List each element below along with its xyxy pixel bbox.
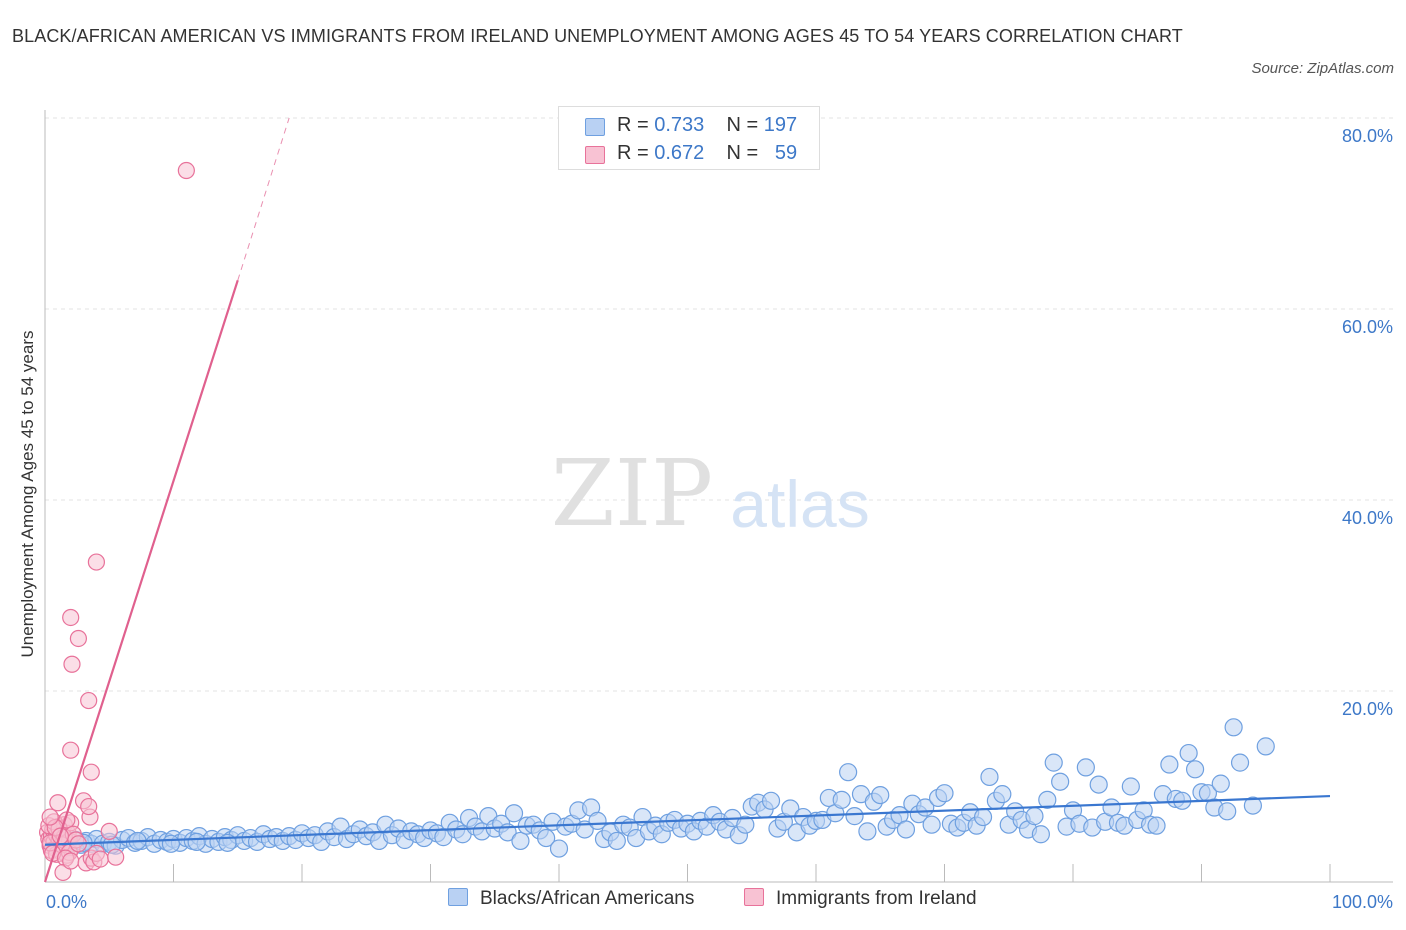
watermark-atlas: atlas	[730, 467, 869, 541]
data-point-blacks	[1224, 718, 1243, 737]
legend-swatch-pink	[585, 146, 605, 164]
data-point-blacks	[1076, 758, 1095, 777]
legend-n-value: 197	[763, 114, 798, 136]
data-point-ireland	[100, 822, 118, 840]
data-point-ireland	[62, 608, 80, 627]
tick-labels: 20.0% 40.0% 60.0% 80.0% 0.0% 100.0%	[46, 126, 1393, 912]
source-label: Source: ZipAtlas.com	[1251, 60, 1394, 77]
data-point-blacks	[922, 815, 941, 834]
data-point-ireland	[80, 797, 98, 816]
data-point-blacks	[1025, 807, 1044, 826]
data-point-blacks	[1147, 816, 1166, 835]
watermark-zip: ZIP	[551, 440, 713, 547]
data-point-blacks	[1102, 798, 1121, 817]
data-point-blacks	[1243, 796, 1263, 815]
trend-line-ireland-extension	[237, 117, 290, 281]
data-point-blacks	[1185, 760, 1205, 779]
data-point-blacks	[161, 834, 181, 853]
data-point-blacks	[1044, 753, 1063, 772]
y-axis-label: Unemployment Among Ages 45 to 54 years	[18, 331, 37, 658]
x-tick-label: 0.0%	[46, 892, 87, 912]
data-point-blacks	[1218, 802, 1237, 821]
data-point-blacks	[832, 790, 851, 809]
data-point-ireland	[91, 850, 109, 868]
data-point-blacks	[980, 767, 999, 787]
bottom-legend-swatch-pink	[744, 888, 764, 906]
data-point-ireland	[49, 794, 67, 812]
data-point-blacks	[1179, 743, 1198, 763]
data-point-blacks	[1256, 737, 1275, 756]
bottom-legend-swatch-blue	[448, 888, 468, 906]
legend-n-value: 59	[774, 142, 798, 164]
bottom-legend-label: Blacks/African Americans	[480, 888, 695, 909]
correlation-legend: R = 0.733 N = 197 R = 0.672 N = 59	[558, 106, 820, 170]
data-point-blacks	[1121, 777, 1140, 796]
data-point-blacks	[858, 822, 877, 841]
chart-title: BLACK/AFRICAN AMERICAN VS IMMIGRANTS FRO…	[12, 26, 1183, 46]
data-point-blacks	[549, 839, 569, 858]
bottom-legend-ireland: Immigrants from Ireland	[744, 888, 977, 910]
data-point-ireland	[82, 763, 100, 781]
data-point-blacks	[761, 791, 781, 810]
data-point-blacks	[935, 784, 954, 803]
legend-r-label: R =	[617, 142, 649, 164]
data-point-blacks	[1031, 825, 1050, 844]
trend-lines	[43, 117, 1331, 883]
y-tick-label: 20.0%	[1342, 699, 1393, 719]
y-tick-label: 40.0%	[1342, 508, 1393, 528]
data-point-blacks	[871, 785, 890, 805]
data-point-blacks	[588, 811, 607, 830]
data-point-blacks	[973, 807, 993, 827]
data-point-blacks	[537, 828, 556, 848]
watermark: ZIP atlas	[551, 440, 870, 547]
series-ireland-points	[38, 161, 195, 882]
data-point-ireland	[87, 553, 106, 571]
y-tick-label: 80.0%	[1342, 126, 1393, 146]
data-point-ireland	[177, 161, 195, 180]
legend-swatch-blue	[585, 118, 605, 136]
data-point-blacks	[993, 785, 1012, 804]
data-point-blacks	[1089, 775, 1108, 794]
bottom-legend-blacks: Blacks/African Americans	[448, 888, 694, 910]
data-point-blacks	[1038, 790, 1057, 809]
data-point-ireland	[41, 808, 59, 826]
data-point-blacks	[736, 815, 755, 834]
series-blacks-points	[42, 718, 1275, 858]
data-point-blacks	[839, 763, 858, 782]
data-point-ireland	[80, 691, 98, 710]
trend-line-ireland	[43, 280, 239, 883]
data-point-blacks	[1211, 774, 1230, 793]
data-point-ireland	[107, 848, 125, 866]
data-point-blacks	[1230, 753, 1250, 772]
data-point-blacks	[1051, 772, 1070, 791]
legend-n-label: N =	[726, 142, 759, 164]
data-point-ireland	[62, 852, 80, 870]
data-point-blacks	[845, 807, 864, 826]
data-point-blacks	[896, 820, 916, 839]
bottom-legend-label: Immigrants from Ireland	[776, 888, 977, 909]
grid-lines	[45, 117, 1394, 692]
legend-r-value: 0.672	[654, 142, 705, 164]
data-point-blacks	[607, 831, 626, 851]
axes	[44, 110, 1393, 883]
y-tick-label: 60.0%	[1342, 317, 1393, 337]
legend-r-value: 0.733	[654, 114, 705, 136]
x-tick-label: 100.0%	[1332, 892, 1393, 912]
data-point-ireland	[69, 629, 88, 648]
data-point-ireland	[63, 655, 81, 673]
data-point-blacks	[1160, 755, 1179, 774]
data-point-blacks	[504, 804, 524, 823]
data-point-ireland	[62, 741, 80, 759]
trend-line-blacks	[44, 794, 1331, 846]
legend-r-label: R =	[617, 114, 649, 136]
data-point-blacks	[187, 832, 206, 851]
data-point-blacks	[511, 831, 530, 851]
legend-n-label: N =	[726, 114, 759, 136]
